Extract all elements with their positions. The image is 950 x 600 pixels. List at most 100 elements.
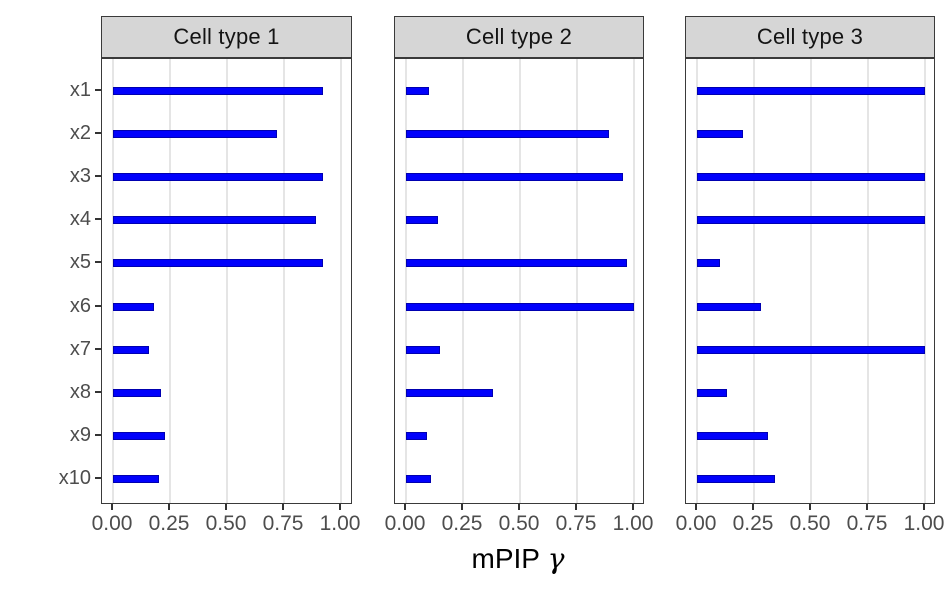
y-axis-category-label: x3 <box>69 165 91 187</box>
bar <box>113 432 166 441</box>
x-axis-tick <box>339 504 341 510</box>
bar <box>113 389 161 397</box>
x-axis-tick <box>695 504 697 510</box>
bar <box>113 475 159 484</box>
x-axis-tick-label: 0.25 <box>441 512 483 535</box>
bar <box>697 173 925 181</box>
x-axis-tick <box>404 504 406 510</box>
x-axis-tick <box>282 504 284 510</box>
x-axis-tick-label: 0.00 <box>384 512 426 535</box>
bar <box>113 129 278 138</box>
bar <box>697 86 925 95</box>
x-axis-tick-label: 0.00 <box>91 512 133 535</box>
gridline <box>753 59 755 503</box>
bar <box>697 389 727 397</box>
x-axis-tick <box>632 504 634 510</box>
x-axis-tick-label: 0.50 <box>789 512 831 535</box>
gridline <box>633 59 635 503</box>
bar <box>406 389 493 397</box>
gridline <box>405 59 407 503</box>
x-axis-tick <box>575 504 577 510</box>
y-axis-category-label: x4 <box>69 208 91 231</box>
facet-strip: Cell type 3 <box>685 16 935 58</box>
facet-title: Cell type 3 <box>756 24 864 49</box>
gridline <box>283 59 285 503</box>
y-axis-category-label: x5 <box>69 251 91 274</box>
y-axis-tick <box>95 304 101 307</box>
facet-strip: Cell type 2 <box>394 16 644 58</box>
y-axis-category-label: x7 <box>69 337 91 360</box>
gridline <box>696 59 698 503</box>
x-axis-tick <box>111 504 113 510</box>
y-axis-category-label: x2 <box>69 121 91 144</box>
bar <box>113 345 150 354</box>
gridline <box>226 59 228 503</box>
bar <box>697 432 768 441</box>
gridline <box>340 59 342 503</box>
bar <box>406 129 609 138</box>
x-axis-tick-label: 1.00 <box>612 512 654 535</box>
gamma-symbol: γ <box>547 542 565 575</box>
x-axis-tick-label: 1.00 <box>903 512 945 535</box>
gridline <box>519 59 521 503</box>
x-axis-tick-label: 0.50 <box>205 512 247 535</box>
x-axis-tick-label: 0.00 <box>675 512 717 535</box>
facet-strip: Cell type 1 <box>101 16 352 58</box>
bar <box>406 432 427 441</box>
bar <box>697 129 743 138</box>
facet-title: Cell type 2 <box>465 24 573 49</box>
gridline <box>169 59 171 503</box>
x-axis-tick <box>518 504 520 510</box>
bar <box>113 259 323 268</box>
x-axis-tick-label: 0.75 <box>555 512 597 535</box>
y-axis-tick <box>95 175 101 177</box>
bar <box>113 302 155 311</box>
x-axis-tick <box>461 504 463 510</box>
y-axis-category-label: x6 <box>69 294 91 317</box>
y-axis-tick <box>95 347 101 350</box>
bar <box>406 475 432 484</box>
bar <box>697 475 775 484</box>
facet-panel <box>101 58 352 504</box>
x-axis-tick <box>225 504 227 510</box>
bar <box>697 345 925 354</box>
y-axis-tick <box>95 88 101 91</box>
x-axis-tick <box>809 504 811 510</box>
y-axis-category-label: x9 <box>69 424 91 447</box>
y-axis-tick <box>95 131 101 134</box>
x-axis-tick-label: 0.25 <box>148 512 190 535</box>
bar <box>113 173 323 181</box>
y-axis-tick <box>95 434 101 437</box>
bar <box>697 216 925 225</box>
bar <box>406 86 429 95</box>
y-axis-tick <box>95 477 101 480</box>
y-axis-tick <box>95 218 101 221</box>
x-axis-title: mPIP γ <box>101 542 935 575</box>
gridline <box>924 59 926 503</box>
y-axis-category-label: x8 <box>69 381 91 403</box>
facet-title: Cell type 1 <box>173 24 280 49</box>
bar <box>406 173 623 181</box>
bar <box>697 302 761 311</box>
gridline <box>576 59 578 503</box>
gridline <box>867 59 869 503</box>
x-axis-tick <box>752 504 754 510</box>
x-axis-tick-label: 1.00 <box>319 512 361 535</box>
bar <box>406 345 441 354</box>
x-axis-tick <box>168 504 170 510</box>
y-axis-category-label: x1 <box>69 78 91 101</box>
x-axis-tick <box>923 504 925 510</box>
facet-panel <box>394 58 644 504</box>
facet-panel <box>685 58 935 504</box>
x-axis-tick-label: 0.25 <box>732 512 774 535</box>
x-axis-tick-label: 0.75 <box>846 512 888 535</box>
x-axis-tick-label: 0.75 <box>262 512 304 535</box>
bar <box>697 259 720 268</box>
bar <box>113 86 323 95</box>
bar <box>406 302 634 311</box>
bar <box>406 259 628 268</box>
bar <box>113 216 316 225</box>
gridline <box>810 59 812 503</box>
bar <box>406 216 438 225</box>
